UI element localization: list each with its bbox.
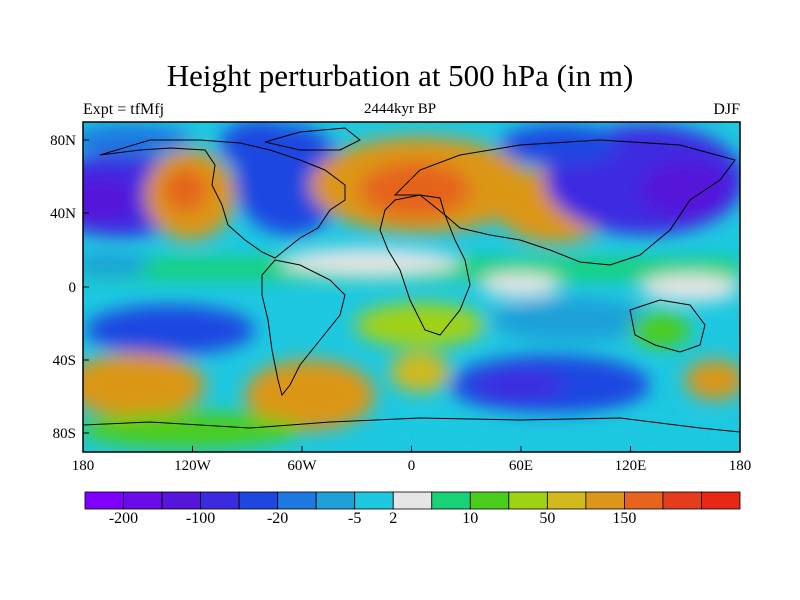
x-tick-label: 180 xyxy=(71,458,95,474)
tropical-neutral xyxy=(280,248,460,276)
indian-neutral xyxy=(480,273,560,297)
canada-low xyxy=(220,122,300,170)
colorbar xyxy=(84,491,741,510)
x-tick-label: 180 xyxy=(728,458,752,474)
season-label: DJF xyxy=(713,101,740,118)
y-tick-label: 80N xyxy=(50,133,76,149)
australia-coast xyxy=(629,299,706,353)
colorbar-label: 150 xyxy=(612,510,637,527)
east-pacific-trop xyxy=(83,253,150,277)
colorbar-label: 2 xyxy=(389,510,398,527)
eurasia-coast xyxy=(393,139,736,266)
colorbar-swatch xyxy=(354,491,394,510)
colorbar-label: -5 xyxy=(348,510,362,527)
colorbar-label: -200 xyxy=(108,510,139,527)
colorbar-swatch xyxy=(431,491,471,510)
colorbar-label: 50 xyxy=(539,510,556,527)
eurasia-high-core xyxy=(360,162,470,218)
south-atlantic-mid xyxy=(355,303,485,347)
colorbar-swatch xyxy=(662,491,702,510)
colorbar-swatch xyxy=(238,491,279,510)
height-field xyxy=(83,122,740,452)
x-tick-label: 0 xyxy=(407,458,416,474)
coastlines xyxy=(83,127,740,433)
x-tick-label: 60W xyxy=(287,458,317,474)
indian-ocean-mid xyxy=(490,298,650,342)
colorbar-swatch xyxy=(84,491,124,510)
colorbar-swatch xyxy=(585,491,625,510)
axis-ticks xyxy=(82,139,741,452)
antarctic-west-green xyxy=(83,412,300,448)
y-tick-label: 80S xyxy=(52,426,76,442)
north-pacific-low-core xyxy=(640,160,730,220)
plot-title: Height perturbation at 500 hPa (in m) xyxy=(166,58,634,93)
colorbar-label: -100 xyxy=(185,510,216,527)
south-atlantic-high xyxy=(390,352,450,392)
south-america-coast xyxy=(261,259,346,397)
x-tick-label: 120W xyxy=(174,458,211,474)
y-tick-label: 40S xyxy=(52,353,76,369)
tasman-high xyxy=(685,360,740,400)
pacific-low-core xyxy=(83,178,140,222)
colorbar-swatch xyxy=(508,491,548,510)
time-label: 2444kyr BP xyxy=(363,101,437,117)
x-tick-label: 120E xyxy=(614,458,647,474)
southern-indian-low-core xyxy=(475,370,565,400)
colorbar-swatch xyxy=(701,491,741,510)
north-america-coast xyxy=(99,139,346,259)
siberia-low xyxy=(500,125,620,165)
colorbar-swatch xyxy=(123,491,163,510)
south-pacific-low xyxy=(85,305,255,355)
greenland-coast xyxy=(264,127,361,151)
y-tick-label: 0 xyxy=(68,280,77,296)
x-tick-label: 60E xyxy=(508,458,534,474)
colorbar-label: -20 xyxy=(266,510,289,527)
north-america-west-high-core xyxy=(163,168,207,212)
experiment-label: Expt = tfMfj xyxy=(83,101,165,118)
colorbar-swatch xyxy=(315,491,356,510)
australia-mid xyxy=(630,312,690,348)
y-tick-label: 40N xyxy=(50,206,76,222)
west-pacific-neutral xyxy=(640,274,740,302)
colorbar-swatch xyxy=(392,491,433,510)
colorbar-swatch xyxy=(200,491,240,510)
colorbar-swatch xyxy=(469,491,510,510)
colorbar-label: 10 xyxy=(462,510,479,527)
colorbar-swatch xyxy=(624,491,664,510)
colorbar-swatch xyxy=(161,491,201,510)
antarctic-east xyxy=(400,419,720,451)
south-pacific-high xyxy=(83,353,205,417)
africa-coast xyxy=(379,194,471,336)
colorbar-swatch xyxy=(546,491,587,510)
colorbar-swatch xyxy=(277,491,317,510)
antarctica-coast xyxy=(83,417,740,433)
